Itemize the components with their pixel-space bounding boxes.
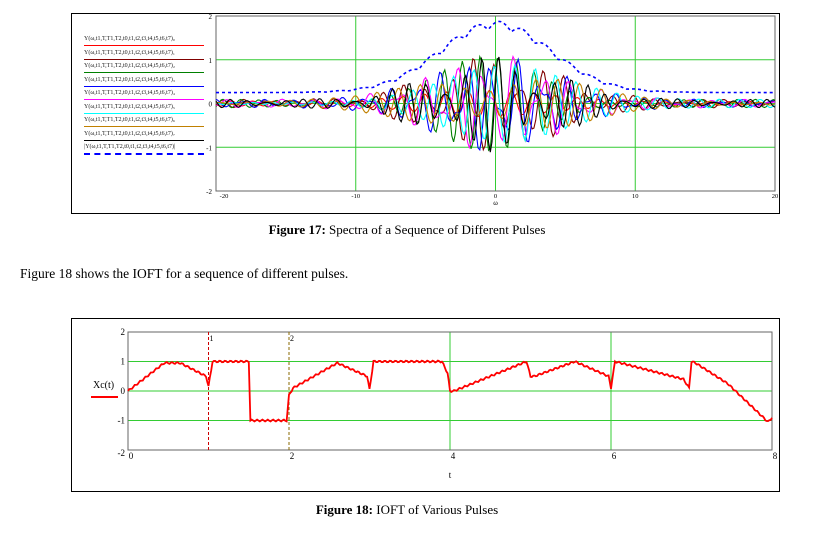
legend-entry-swatch xyxy=(84,139,204,141)
legend-entry-label: Y(ω,t1,T,T1,T2,t0,t1,t2,t3,t4,t5,t6,t7)₇ xyxy=(84,130,175,137)
x-tick-label: 2 xyxy=(290,451,295,461)
legend-entry-swatch xyxy=(84,153,204,155)
x-axis-label: t xyxy=(449,470,452,480)
legend-entry-swatch xyxy=(84,58,204,60)
legend-entry-label: Y(ω,t1,T,T1,T2,t0,t1,t2,t3,t4,t5,t6,t7)₃ xyxy=(84,76,175,83)
x-tick-label: 6 xyxy=(612,451,617,461)
figure18-caption: Figure 18: IOFT of Various Pulses xyxy=(0,502,814,518)
x-tick-label: 8 xyxy=(773,451,778,461)
y-tick-label: 2 xyxy=(121,327,126,337)
y-tick-label: 0 xyxy=(121,386,126,396)
y-tick-label: 1 xyxy=(209,57,213,65)
spectrum-series-line-8 xyxy=(216,20,775,94)
y-tick-label: 0 xyxy=(209,101,213,109)
figure17-plot: 210-1-2-20 -10 0 10 20ω xyxy=(206,13,779,207)
legend-entry-label: Y(ω,t1,T,T1,T2,t0,t1,t2,t3,t4,t5,t6,t7)₂ xyxy=(84,63,175,69)
y-tick-label: -2 xyxy=(118,448,126,458)
figure17-caption-text: Spectra of a Sequence of Different Pulse… xyxy=(329,222,546,237)
y-axis-label: Xc(t) xyxy=(93,380,114,391)
legend-entry-swatch xyxy=(84,99,204,100)
figure17-caption: Figure 17: Spectra of a Sequence of Diff… xyxy=(0,222,814,238)
legend-entry-swatch xyxy=(84,45,204,46)
y-tick-label: 2 xyxy=(209,13,213,21)
y-tick-label: -1 xyxy=(206,144,212,152)
legend-entry-label: Y(ω,t1,T,T1,T2,t0,t1,t2,t3,t4,t5,t6,t7)₁ xyxy=(84,49,175,56)
figure17-caption-label: Figure 17: xyxy=(268,222,326,237)
x-tick-label: 4 xyxy=(451,451,456,461)
y-tick-label: -1 xyxy=(118,416,126,426)
plot-border xyxy=(127,331,773,451)
x-tick-label: 20 xyxy=(772,193,779,200)
x-tick-label: 0 xyxy=(494,193,497,200)
marker-label-1: 2 xyxy=(290,334,294,343)
x-tick-label: -10 xyxy=(351,193,360,200)
legend-entry-swatch xyxy=(84,72,204,73)
figure18-caption-label: Figure 18: xyxy=(315,502,373,517)
figure17-frame xyxy=(71,13,780,214)
legend-entry-label: Y(ω,t1,T,T1,T2,t0,t1,t2,t3,t4,t5,t6,t7)₆ xyxy=(84,117,175,123)
x-axis-label: ω xyxy=(493,199,498,207)
figure18-frame xyxy=(71,318,780,492)
figure18-caption-text: IOFT of Various Pulses xyxy=(376,502,499,517)
legend-entry-swatch xyxy=(84,126,204,127)
legend-entry-label: Y(ω,t1,T,T1,T2,t0,t1,t2,t3,t4,t5,t6,t7)₅ xyxy=(84,103,175,110)
y-tick-label: 1 xyxy=(121,357,126,367)
x-tick-label: 0 xyxy=(129,451,134,461)
marker-label-0: 1 xyxy=(210,334,214,343)
legend-entry-label: Y(ω,t1,T,T1,T2,t0,t1,t2,t3,t4,t5,t6,t7)₀ xyxy=(84,36,175,42)
spectrum-series-line-5 xyxy=(215,63,776,144)
x-tick-label: -20 xyxy=(220,193,229,200)
legend-entry-label: |Y(ω,t1,T,T1,T2,t0,t1,t2,t3,t4,t5,t6,t7)… xyxy=(84,144,176,150)
series-line-0 xyxy=(127,359,773,423)
body-paragraph: Figure 18 shows the IOFT for a sequence … xyxy=(20,266,349,281)
plot-border xyxy=(215,15,776,192)
x-tick-label: 10 xyxy=(632,193,639,200)
legend-entry-swatch xyxy=(84,112,204,114)
spectrum-series-line-7 xyxy=(215,56,776,153)
legend-entry-label: Y(ω,t1,T,T1,T2,t0,t1,t2,t3,t4,t5,t6,t7)₄ xyxy=(84,90,175,96)
legend-entry-swatch xyxy=(84,85,204,87)
y-tick-label: -2 xyxy=(206,188,212,196)
